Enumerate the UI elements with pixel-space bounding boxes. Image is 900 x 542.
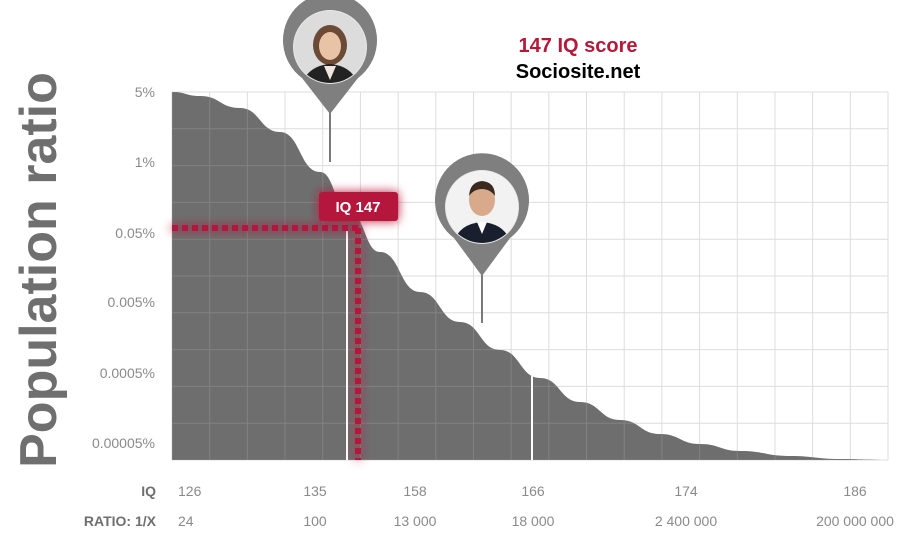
iq-row-label: IQ [141,483,156,499]
iq-tick-label: 166 [521,483,545,499]
ratio-row-label: RATIO: 1/X [84,513,157,529]
man-portrait-icon [446,171,518,243]
iq-badge-box [319,192,398,221]
ratio-tick-label: 24 [178,513,194,529]
ratio-tick-label: 13 000 [394,513,437,529]
ratio-tick-labels: 24 100 13 000 18 000 2 400 000 200 000 000 [178,513,894,529]
ratio-tick-label: 2 400 000 [655,513,717,529]
ratio-tick-label: 18 000 [512,513,555,529]
ratio-tick-label: 100 [303,513,327,529]
iq-tick-label: 174 [674,483,698,499]
iq-tick-labels: 126 135 158 166 174 186 [178,483,867,499]
woman-portrait-icon [294,11,366,83]
iq-badge: IQ 147 [319,192,398,221]
man-portrait-marker [435,153,529,323]
y-tick-label: 5% [135,84,155,100]
chart-title: 147 IQ score [519,35,638,57]
y-tick-label: 0.005% [108,294,155,310]
iq-badge-label: IQ 147 [335,199,380,216]
y-tick-label: 1% [135,154,155,170]
y-tick-label: 0.05% [115,225,155,241]
y-tick-labels: 5% 1% 0.05% 0.005% 0.0005% 0.00005% [92,84,155,451]
iq-tick-label: 135 [303,483,327,499]
ratio-tick-label: 200 000 000 [816,513,894,529]
y-axis-label: Population ratio [10,72,68,468]
iq-tick-label: 158 [403,483,427,499]
chart-subtitle: Sociosite.net [516,61,641,83]
woman-portrait-marker [283,0,377,162]
distribution-area [172,92,888,460]
y-tick-label: 0.00005% [92,435,155,451]
iq-tick-label: 186 [843,483,867,499]
y-tick-label: 0.0005% [100,365,155,381]
iq-highlight-lines [172,225,361,460]
iq-tick-label: 126 [178,483,202,499]
